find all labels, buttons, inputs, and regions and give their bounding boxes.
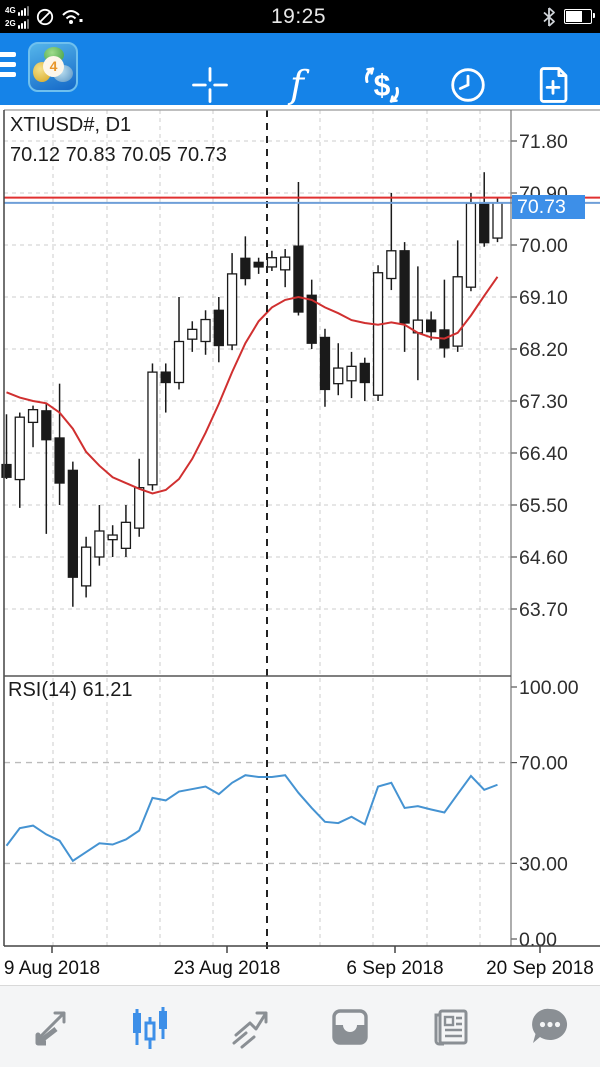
svg-text:$: $: [374, 69, 391, 102]
svg-text:70.00: 70.00: [519, 235, 568, 257]
svg-text:30.00: 30.00: [519, 853, 568, 875]
svg-text:100.00: 100.00: [519, 677, 579, 699]
signal-bars-icon: 4G 2G: [5, 4, 29, 29]
svg-text:71.80: 71.80: [519, 131, 568, 153]
svg-text:6 Sep 2018: 6 Sep 2018: [346, 958, 443, 979]
wifi-icon: [61, 9, 83, 24]
bluetooth-icon: [543, 6, 555, 27]
new-order-icon[interactable]: [533, 65, 573, 105]
chart-symbol-label: XTIUSD#, D1: [10, 114, 132, 136]
ma-line: [6, 276, 499, 495]
candles: [1, 172, 503, 607]
status-bar: 4G 2G 19:25: [0, 0, 600, 33]
svg-text:69.10: 69.10: [519, 287, 568, 309]
svg-text:67.30: 67.30: [519, 391, 568, 413]
svg-text:0.00: 0.00: [519, 929, 557, 951]
rsi-indicator-label: RSI(14) 61.21: [8, 679, 133, 701]
svg-text:70.00: 70.00: [519, 753, 568, 775]
crosshair-icon[interactable]: [190, 65, 230, 105]
svg-text:63.70: 63.70: [519, 599, 568, 621]
indicators-icon[interactable]: f: [277, 65, 317, 105]
status-time: 19:25: [270, 4, 327, 28]
nav-trade-button[interactable]: [200, 1003, 300, 1051]
nav-messages-button[interactable]: [500, 1003, 600, 1051]
bottom-nav: [0, 985, 600, 1067]
svg-text:64.60: 64.60: [519, 547, 568, 569]
svg-text:66.40: 66.40: [519, 443, 568, 465]
bid-price-tag: [512, 195, 585, 219]
svg-text:20 Sep 2018: 20 Sep 2018: [486, 958, 594, 979]
app-logo-icon[interactable]: 4: [28, 42, 78, 92]
rsi-line: [5, 774, 498, 863]
battery-icon: [564, 9, 595, 24]
no-disturb-icon: [36, 8, 53, 25]
history-clock-icon[interactable]: [448, 65, 488, 105]
svg-text:65.50: 65.50: [519, 495, 568, 517]
nav-news-button[interactable]: [400, 1003, 500, 1051]
sim1-label: 4G: [5, 6, 16, 15]
svg-text:23 Aug 2018: 23 Aug 2018: [174, 958, 281, 979]
top-toolbar: 4 f $: [0, 33, 600, 105]
svg-text:68.20: 68.20: [519, 339, 568, 361]
svg-text:70.73: 70.73: [517, 196, 566, 218]
chart-ohlc-values: 70.12 70.83 70.05 70.73: [10, 144, 227, 166]
nav-quotes-button[interactable]: [0, 1003, 100, 1051]
trade-dollar-icon[interactable]: $: [360, 63, 404, 107]
svg-text:9 Aug 2018: 9 Aug 2018: [4, 958, 100, 979]
menu-icon[interactable]: [0, 52, 16, 82]
price-chart[interactable]: 71.8070.9070.0069.1068.2067.3066.4065.50…: [0, 105, 600, 985]
sim2-label: 2G: [5, 19, 16, 28]
nav-charts-button[interactable]: [100, 1003, 200, 1051]
nav-history-button[interactable]: [300, 1003, 400, 1051]
svg-text:f: f: [287, 65, 310, 105]
